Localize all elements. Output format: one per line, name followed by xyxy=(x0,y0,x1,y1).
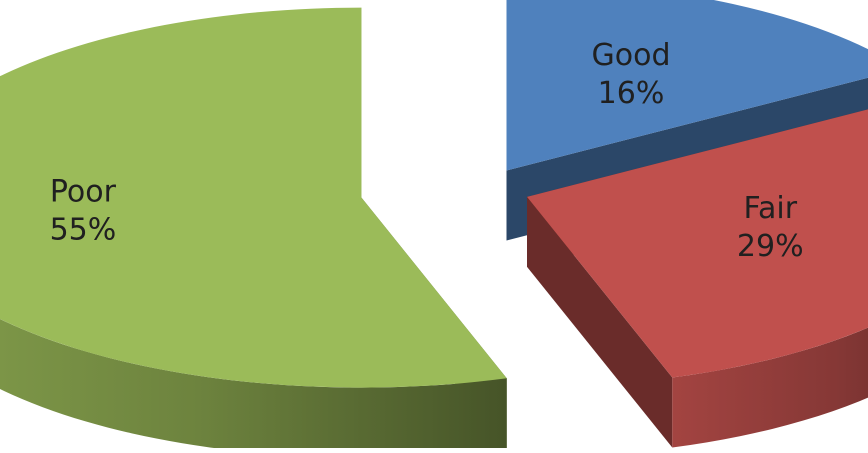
pie-slice-poor xyxy=(0,7,507,388)
slice-outer-wall-fair xyxy=(672,327,868,448)
slice-label-poor: Poor xyxy=(50,174,117,209)
pie-slice-tops xyxy=(0,0,868,388)
pie-slice-good xyxy=(506,0,868,171)
slice-label-fair: Fair xyxy=(743,191,797,226)
slice-value-good: 16% xyxy=(598,76,665,111)
slice-value-fair: 29% xyxy=(737,229,804,264)
slice-outer-wall-poor xyxy=(0,318,507,453)
slice-label-good: Good xyxy=(592,38,671,73)
pie-slice-fair xyxy=(527,109,868,378)
slice-value-poor: 55% xyxy=(50,212,117,247)
slice-cut-wall-fair-1 xyxy=(527,196,673,448)
